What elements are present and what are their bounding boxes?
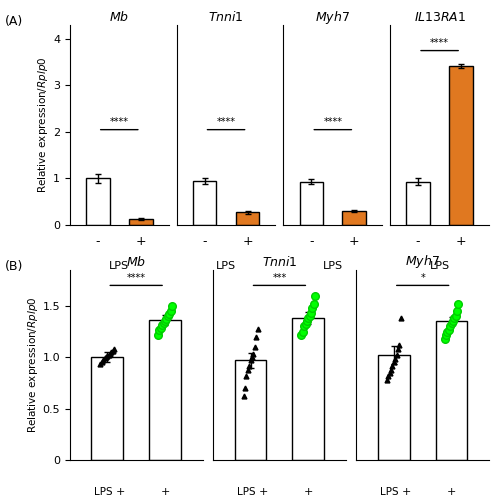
Title: $\it{Mb}$: $\it{Mb}$: [126, 255, 146, 269]
Text: ****: ****: [323, 118, 342, 128]
Text: +: +: [161, 486, 170, 496]
Text: ****: ****: [430, 38, 449, 48]
Bar: [236, 212, 259, 225]
Bar: [129, 220, 153, 225]
Title: $\it{IL13RA1}$: $\it{IL13RA1}$: [414, 11, 466, 24]
Bar: [299, 182, 323, 225]
Bar: [449, 66, 473, 225]
Title: $\it{Myh7}$: $\it{Myh7}$: [315, 9, 350, 26]
Text: LPS: LPS: [237, 486, 255, 496]
Text: *: *: [420, 274, 425, 283]
Text: +: +: [402, 486, 412, 496]
Text: LPS: LPS: [323, 261, 343, 271]
Y-axis label: Relative expression/$\it{Rplp0}$: Relative expression/$\it{Rplp0}$: [36, 56, 50, 194]
Text: +: +: [116, 486, 125, 496]
Text: +: +: [259, 486, 268, 496]
Bar: [292, 318, 324, 460]
Bar: [86, 178, 110, 225]
Y-axis label: Relative expression/$\it{Rplp0}$: Relative expression/$\it{Rplp0}$: [26, 296, 40, 434]
Title: $\it{Myh7}$: $\it{Myh7}$: [405, 253, 440, 270]
Text: LPS: LPS: [430, 261, 450, 271]
Title: $\it{Tnni1}$: $\it{Tnni1}$: [208, 10, 244, 24]
Bar: [378, 355, 410, 460]
Text: LPS: LPS: [216, 261, 236, 271]
Text: ***: ***: [272, 274, 286, 283]
Text: LPS: LPS: [380, 486, 399, 496]
Text: ****: ****: [217, 118, 236, 128]
Text: (B): (B): [5, 260, 23, 273]
Title: $\it{Mb}$: $\it{Mb}$: [109, 10, 129, 24]
Bar: [91, 358, 123, 460]
Text: +: +: [447, 486, 457, 496]
Text: LPS: LPS: [109, 261, 129, 271]
Text: +: +: [304, 486, 313, 496]
Bar: [193, 181, 217, 225]
Text: (A): (A): [5, 15, 23, 28]
Text: LPS: LPS: [94, 486, 112, 496]
Text: ****: ****: [127, 274, 146, 283]
Bar: [235, 360, 266, 460]
Bar: [436, 322, 468, 460]
Bar: [342, 210, 366, 225]
Bar: [149, 320, 181, 460]
Title: $\it{Tnni1}$: $\it{Tnni1}$: [261, 255, 297, 269]
Bar: [406, 182, 430, 225]
Text: ****: ****: [110, 118, 129, 128]
